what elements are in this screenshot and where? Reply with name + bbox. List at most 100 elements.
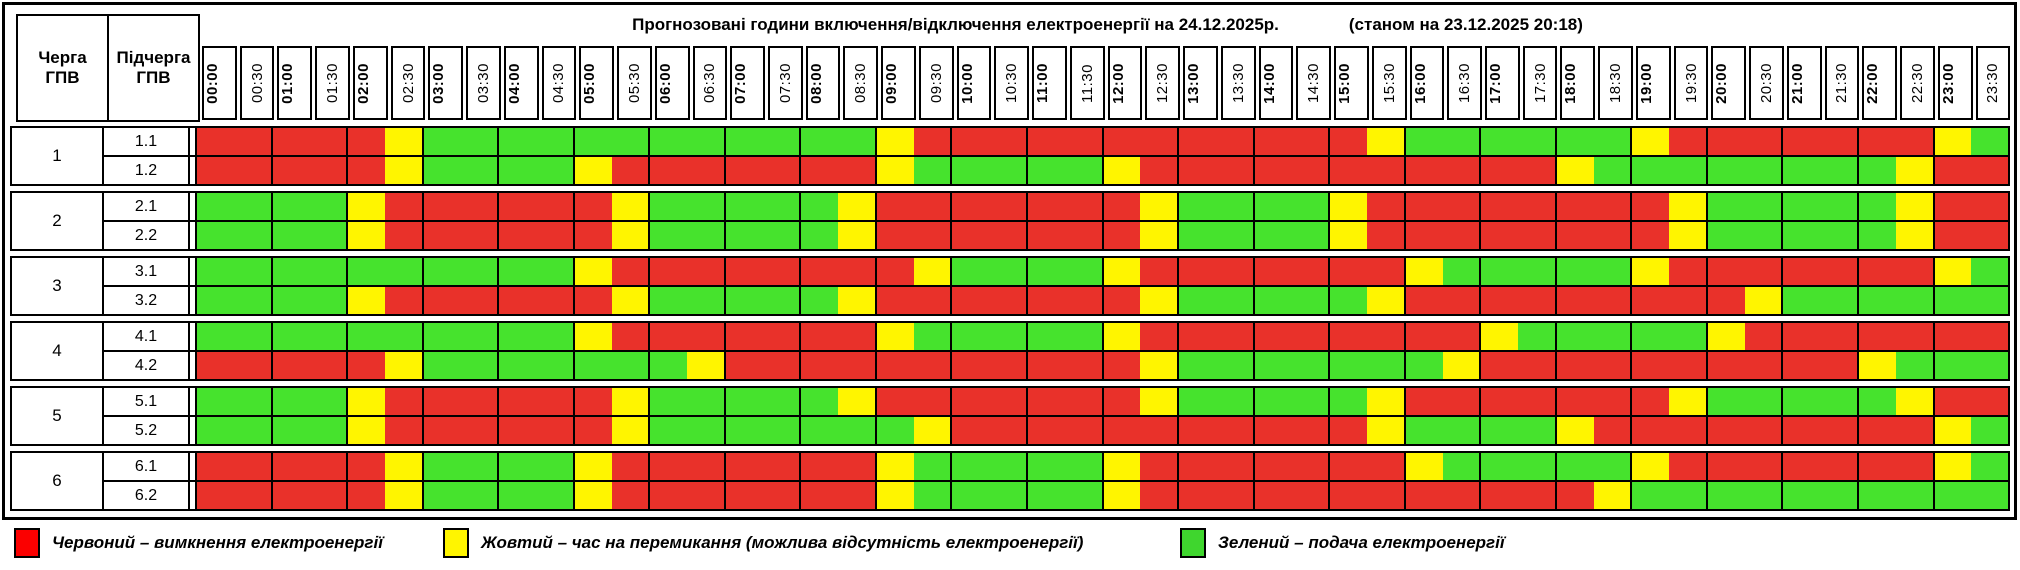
schedule-cell: [1518, 287, 1555, 314]
schedule-cell: [460, 388, 498, 415]
slot-strip: [195, 453, 2009, 480]
hour-cell: [1630, 222, 1706, 249]
schedule-cell: [1366, 128, 1404, 155]
schedule-cell: [1859, 157, 1896, 184]
schedule-cell: [611, 157, 649, 184]
schedule-cell: [574, 482, 612, 509]
schedule-cell: [650, 193, 688, 220]
schedule-cell: [1103, 388, 1141, 415]
schedule-cell: [1971, 453, 2009, 480]
row-spacer: [190, 222, 195, 249]
hour-cell: [1328, 323, 1404, 350]
hour-cell: [648, 287, 724, 314]
hour-cell: [648, 157, 724, 184]
schedule-cell: [1518, 388, 1555, 415]
hour-cell: [1781, 222, 1858, 249]
schedule-row: 2.2: [104, 220, 2009, 249]
schedule-cell: [348, 222, 385, 249]
schedule-cell: [1669, 193, 1706, 220]
time-header-cell: 09:00: [881, 46, 916, 120]
schedule-cell: [762, 388, 800, 415]
schedule-cell: [1632, 352, 1670, 379]
schedule-cell: [1934, 157, 1972, 184]
schedule-cell: [574, 417, 612, 444]
schedule-cell: [1442, 388, 1480, 415]
schedule-cell: [611, 482, 649, 509]
schedule-cell: [876, 323, 914, 350]
time-header-cell: 21:30: [1824, 46, 1860, 120]
schedule-cell: [952, 222, 990, 249]
schedule-cell: [762, 222, 800, 249]
hour-cell: [1554, 453, 1631, 480]
hour-cell: [1328, 453, 1404, 480]
schedule-cell: [1744, 417, 1782, 444]
hour-cell: [270, 323, 347, 350]
hour-cell: [346, 482, 422, 509]
hour-cell: [572, 482, 649, 509]
queue-number: 3: [12, 258, 104, 314]
schedule-cell: [499, 128, 536, 155]
schedule-cell: [1179, 222, 1216, 249]
time-header-label: 03:30: [475, 62, 492, 104]
subqueue-label: 2.1: [104, 193, 190, 220]
schedule-cell: [1971, 258, 2009, 285]
time-header-cell: 15:30: [1371, 46, 1407, 120]
schedule-cell: [876, 453, 914, 480]
schedule-cell: [348, 287, 385, 314]
schedule-cell: [1593, 287, 1631, 314]
time-header-cell: 22:30: [1900, 46, 1935, 120]
hour-cell: [270, 482, 347, 509]
row-spacer: [190, 453, 195, 480]
schedule-cell: [1442, 128, 1480, 155]
schedule-cell: [1669, 128, 1706, 155]
hour-cell: [270, 287, 347, 314]
hour-cell: [1705, 287, 1782, 314]
legend: Червоний – вимкнення електроенергії Жовти…: [0, 525, 2020, 565]
schedule-cell: [1215, 222, 1253, 249]
time-header-cell: 21:00: [1786, 46, 1822, 120]
hour-cell: [1781, 157, 1858, 184]
schedule-cell: [913, 482, 951, 509]
hour-cell: [346, 222, 422, 249]
schedule-cell: [913, 128, 951, 155]
schedule-cell: [460, 482, 498, 509]
hour-cell: [874, 222, 951, 249]
schedule-cell: [762, 287, 800, 314]
schedule-cell: [1895, 352, 1933, 379]
schedule-cell: [423, 287, 461, 314]
schedule-cell: [460, 157, 498, 184]
time-header-cell: 18:30: [1598, 46, 1633, 120]
schedule-cell: [1556, 157, 1594, 184]
schedule-cell: [801, 323, 839, 350]
time-header-label: 01:00: [279, 62, 297, 104]
hour-cell: [1026, 157, 1102, 184]
hour-cell: [1479, 453, 1555, 480]
hour-cell: [1403, 453, 1480, 480]
hour-cell: [874, 352, 951, 379]
schedule-cell: [1140, 222, 1178, 249]
hour-cell: [1857, 157, 1933, 184]
schedule-row: 1.1: [104, 128, 2009, 155]
schedule-cell: [838, 157, 875, 184]
schedule-cell: [725, 388, 763, 415]
schedule-cell: [1971, 287, 2009, 314]
schedule-cell: [1291, 128, 1329, 155]
schedule-cell: [1179, 388, 1216, 415]
subqueue-label: 4.1: [104, 323, 190, 350]
hour-cell: [197, 222, 271, 249]
schedule-cell: [725, 453, 763, 480]
schedule-cell: [1632, 128, 1670, 155]
hour-cell: [1932, 323, 2009, 350]
schedule-cell: [762, 258, 800, 285]
time-header-cell: 06:30: [692, 46, 728, 120]
subqueue-label: 4.2: [104, 352, 190, 379]
schedule-cell: [1179, 323, 1216, 350]
schedule-cell: [197, 352, 234, 379]
hour-cell: [1403, 482, 1480, 509]
schedule-cell: [952, 287, 990, 314]
schedule-row: 6.2: [104, 480, 2009, 509]
hour-cell: [874, 128, 951, 155]
schedule-cell: [535, 323, 573, 350]
hour-cell: [799, 193, 875, 220]
schedule-cell: [348, 453, 385, 480]
